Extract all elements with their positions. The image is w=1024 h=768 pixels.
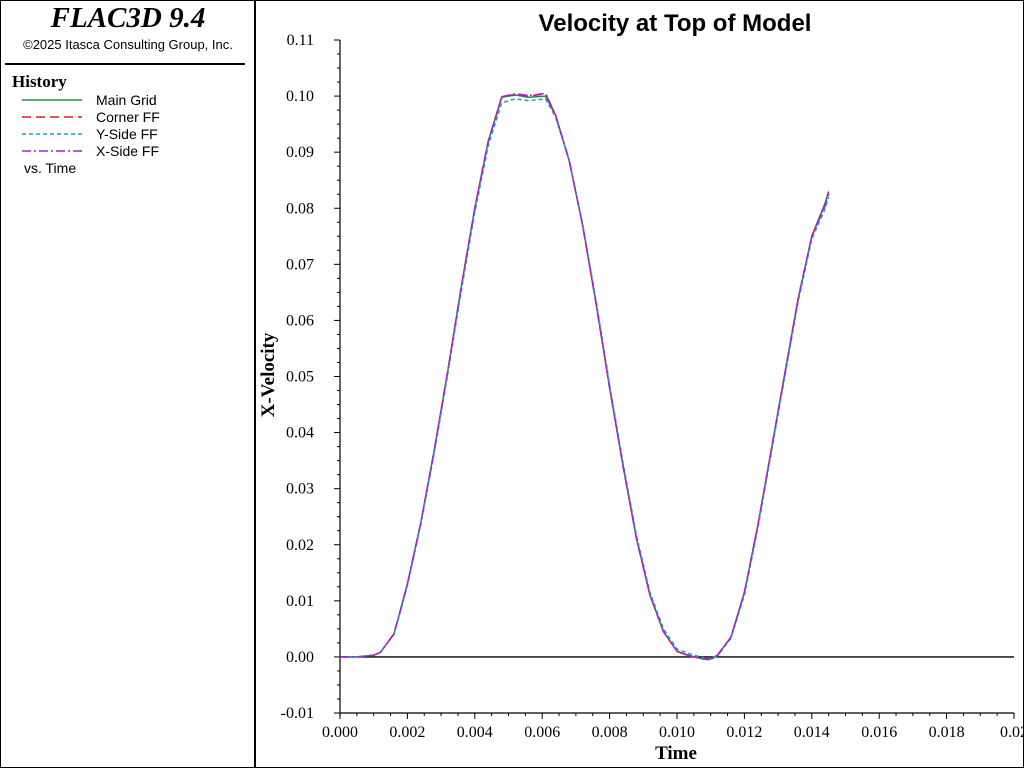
- legend-list: Main Grid Corner FF Y-Side FF X-Side FF: [22, 92, 242, 160]
- legend-vs-label: vs. Time: [24, 160, 77, 176]
- series-line-y-side-ff: [340, 98, 830, 660]
- y-tick-label: 0.04: [286, 425, 314, 442]
- x-tick-label: 0.010: [659, 724, 695, 741]
- legend-item-x-side-ff: X-Side FF: [22, 143, 242, 160]
- legend-label-main-grid: Main Grid: [96, 92, 157, 108]
- x-tick-label: 0.018: [929, 724, 965, 741]
- y-tick-label: 0.07: [286, 256, 314, 273]
- y-tick-label: 0.10: [286, 88, 314, 105]
- y-tick-label: 0.03: [286, 481, 314, 498]
- legend-swatch-x-side-ff: [22, 150, 82, 152]
- series-line-corner-ff: [340, 93, 830, 660]
- legend-swatch-y-side-ff: [22, 133, 82, 135]
- legend-item-corner-ff: Corner FF: [22, 109, 242, 126]
- axes: 0.000 0.002 0.004 0.006 0.008 0.010 0.012 0.014…: [281, 32, 1024, 741]
- y-tick-label: 0.11: [287, 32, 314, 49]
- series-line-main-grid: [340, 94, 830, 660]
- y-tick-label: 0.01: [286, 593, 314, 610]
- series-line-x-side-ff: [340, 92, 830, 661]
- x-tick-label: 0.012: [726, 724, 762, 741]
- x-tick-label: 0.000: [322, 724, 358, 741]
- legend-label-x-side-ff: X-Side FF: [96, 143, 160, 159]
- x-tick-label: 0.002: [389, 724, 425, 741]
- legend-heading: History: [12, 72, 67, 91]
- y-tick-label: 0.08: [286, 200, 314, 217]
- y-axis-title: X-Velocity: [258, 332, 279, 417]
- legend-panel: FLAC3D 9.4 ©2025 Itasca Consulting Group…: [0, 0, 256, 768]
- legend-item-y-side-ff: Y-Side FF: [22, 126, 242, 143]
- legend-label-corner-ff: Corner FF: [96, 109, 160, 125]
- app-title: FLAC3D 9.4: [50, 2, 206, 34]
- x-tick-label: 0.004: [457, 724, 493, 741]
- y-tick-label: 0.00: [286, 649, 314, 666]
- legend-label-y-side-ff: Y-Side FF: [96, 126, 158, 142]
- x-tick-label: 0.014: [794, 724, 830, 741]
- legend-swatch-corner-ff: [22, 116, 82, 118]
- y-tick-label: 0.05: [286, 369, 314, 386]
- x-tick-label: 0.02: [1000, 724, 1024, 741]
- chart-title: Velocity at Top of Model: [539, 10, 812, 37]
- legend-swatch-main-grid: [22, 99, 82, 101]
- x-tick-label: 0.016: [861, 724, 897, 741]
- x-tick-label: 0.006: [524, 724, 560, 741]
- y-tick-label: 0.02: [286, 537, 314, 554]
- series-lines: [340, 92, 830, 661]
- y-tick-label: 0.09: [286, 144, 314, 161]
- y-tick-label: -0.01: [281, 705, 314, 722]
- y-tick-label: 0.06: [286, 312, 314, 329]
- x-tick-label: 0.008: [592, 724, 628, 741]
- legend-item-main-grid: Main Grid: [22, 92, 242, 109]
- separator-line: [5, 63, 245, 65]
- x-axis-title: Time: [655, 743, 697, 764]
- copyright-text: ©2025 Itasca Consulting Group, Inc.: [23, 37, 233, 52]
